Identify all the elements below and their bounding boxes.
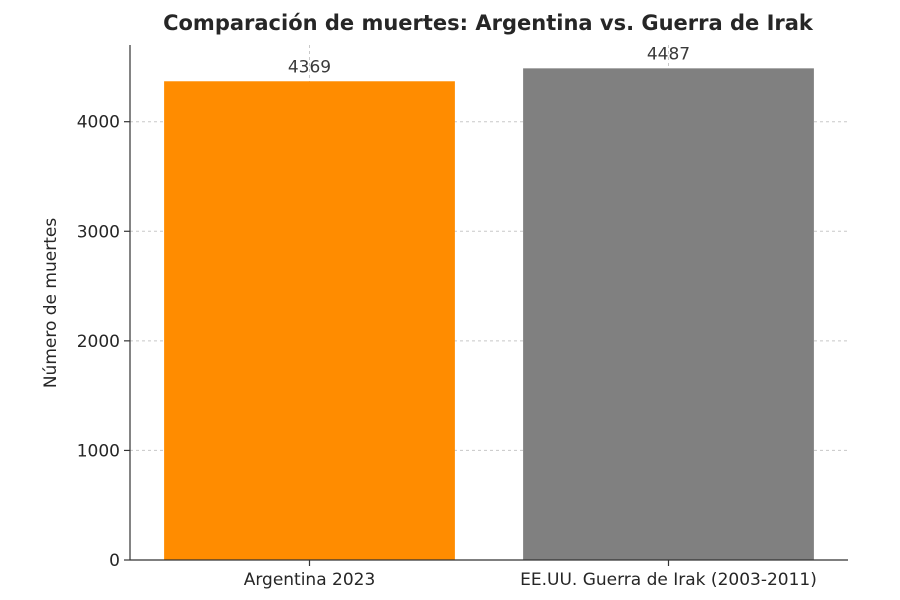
y-tick-label: 4000 [77, 113, 120, 133]
x-tick-label: Argentina 2023 [244, 570, 376, 590]
x-tick-label: EE.UU. Guerra de Irak (2003-2011) [520, 570, 817, 590]
y-axis-label: Número de muertes [41, 218, 61, 388]
x-axis-ticks: Argentina 2023 EE.UU. Guerra de Irak (200… [244, 560, 817, 590]
bar-value-label: 4487 [647, 44, 690, 64]
bar-2 [523, 68, 814, 561]
bar-1 [164, 81, 455, 560]
axes [129, 45, 848, 561]
y-tick-label: 2000 [77, 332, 120, 352]
y-axis-ticks: 0 1000 2000 3000 4000 [77, 113, 130, 571]
bars [164, 68, 814, 561]
y-tick-label: 3000 [77, 222, 120, 242]
y-tick-label: 1000 [77, 441, 120, 461]
chart-title: Comparación de muertes: Argentina vs. Gu… [163, 11, 814, 35]
data-labels: 4369 4487 [288, 44, 690, 77]
y-tick-label: 0 [109, 551, 120, 571]
bar-value-label: 4369 [288, 57, 331, 77]
